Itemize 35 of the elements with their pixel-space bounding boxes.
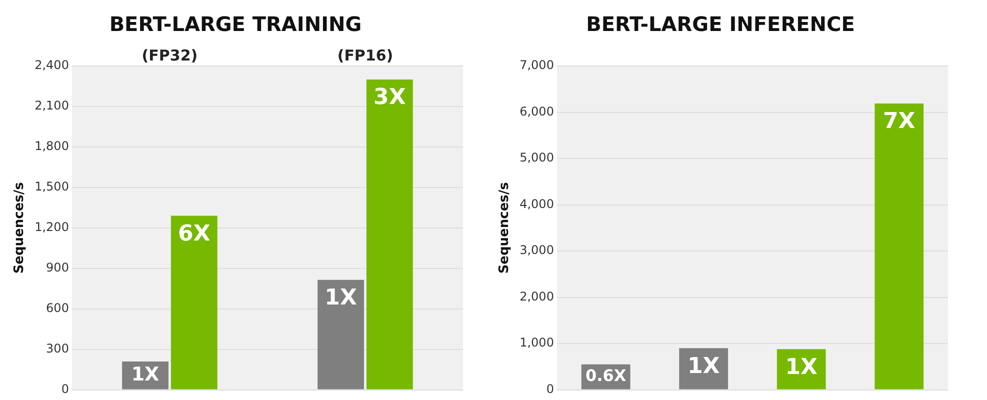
y-tick-label: 1,000 bbox=[520, 336, 554, 350]
chart-title: BERT-LARGE INFERENCE bbox=[586, 12, 855, 36]
y-tick-label: 0 bbox=[61, 382, 69, 396]
y-tick-label: 0 bbox=[546, 382, 554, 396]
y-axis-title: Sequences/s bbox=[497, 182, 512, 274]
annotation: 3X bbox=[374, 85, 406, 110]
y-tick-label: 2,100 bbox=[34, 98, 69, 113]
y-tick-label: 6,000 bbox=[520, 104, 554, 118]
y-tick-label: 900 bbox=[46, 260, 69, 274]
y-tick-label: 1,200 bbox=[34, 220, 69, 234]
annotation: 1X bbox=[131, 363, 160, 386]
bar bbox=[170, 216, 218, 390]
bar bbox=[874, 103, 924, 390]
chart-title: BERT-LARGE TRAINING bbox=[109, 12, 362, 36]
annotation: 6X bbox=[178, 221, 210, 246]
y-tick-label: 2,000 bbox=[520, 289, 554, 304]
y-tick-label: 600 bbox=[46, 300, 69, 315]
y-tick-label: 1,800 bbox=[34, 139, 69, 154]
y-axis-title: Sequences/s bbox=[12, 182, 28, 274]
bar bbox=[366, 79, 413, 390]
y-tick-label: 1,500 bbox=[34, 180, 69, 194]
text: (FP32) bbox=[142, 46, 198, 64]
y-tick-label: 3,000 bbox=[520, 243, 554, 258]
annotation: 0.6X bbox=[585, 366, 627, 385]
text: (FP16) bbox=[337, 46, 394, 64]
y-tick-label: 4,000 bbox=[520, 196, 554, 211]
annotation: 1X bbox=[785, 354, 818, 380]
annotation: 1X bbox=[324, 286, 357, 311]
y-tick-label: 7,000 bbox=[520, 58, 554, 72]
bar bbox=[318, 280, 364, 390]
y-tick-label: 5,000 bbox=[520, 150, 554, 165]
annotation: 7X bbox=[882, 109, 916, 134]
annotation: 1X bbox=[687, 354, 720, 379]
y-tick-label: 2,400 bbox=[34, 58, 69, 72]
y-tick-label: 300 bbox=[46, 341, 69, 356]
